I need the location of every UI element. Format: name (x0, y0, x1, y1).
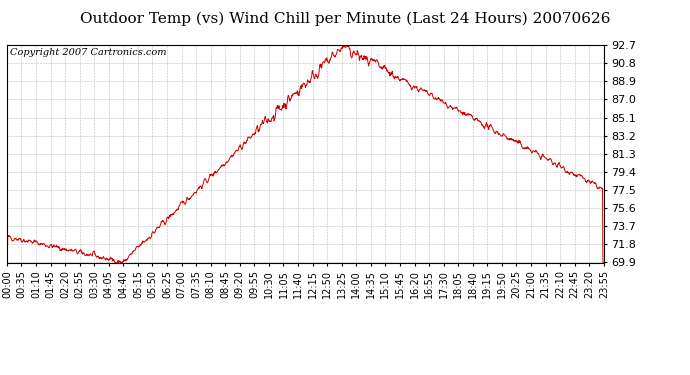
Text: Outdoor Temp (vs) Wind Chill per Minute (Last 24 Hours) 20070626: Outdoor Temp (vs) Wind Chill per Minute … (80, 11, 610, 26)
Text: Copyright 2007 Cartronics.com: Copyright 2007 Cartronics.com (10, 48, 166, 57)
